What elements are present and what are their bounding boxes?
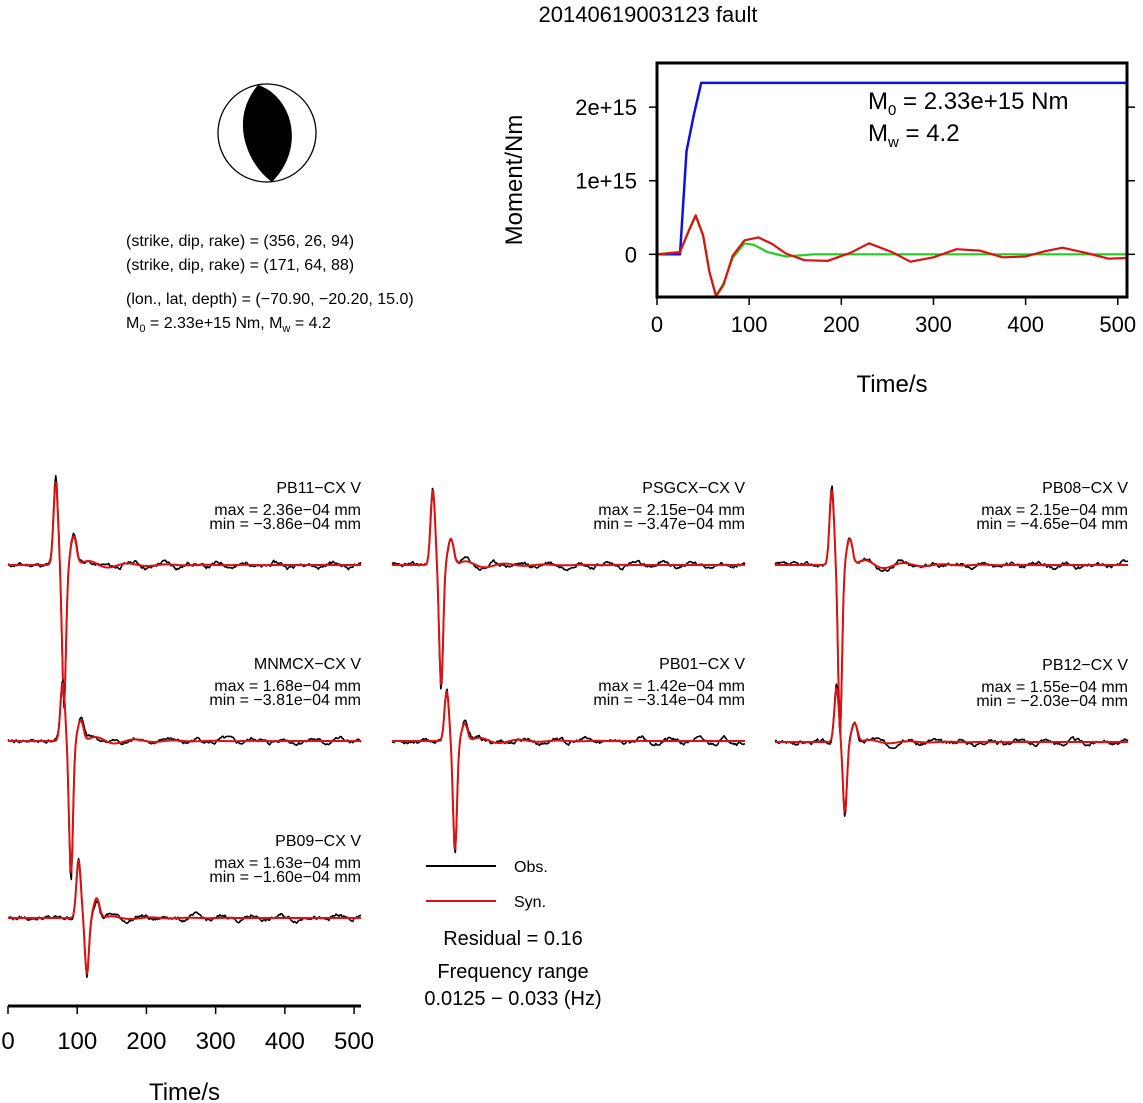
residual-text: Residual = 0.16 [443,928,583,950]
max-amplitude-label: max = 1.42e−04 mm [598,678,745,695]
moment-chart: 0 100 200 300 400 500 0 1e+15 2e+15 Moment/Nm Ti… [501,61,1136,398]
legend-syn-label: Syn. [514,894,546,911]
waveform-xlabel: Time/s [149,1079,220,1103]
waveform-xtick-label: 300 [196,1028,236,1055]
moment-xlabel: Time/s [856,371,927,398]
waveform-xtick-label: 100 [57,1028,97,1055]
min-amplitude-label: min = −4.65e−04 mm [976,516,1128,533]
focal-plane-1: (strike, dip, rake) = (356, 26, 94) [126,233,354,250]
moment-xtick-label: 200 [823,312,860,337]
synthetic-trace [392,690,745,851]
cumulative-moment-line [657,81,1127,256]
min-amplitude-label: min = −3.81e−04 mm [209,692,361,709]
moment-rate-red-line [656,214,1128,298]
synthetic-trace [775,687,1128,813]
moment-ytick-label: 1e+15 [575,169,637,194]
moment-m0-annotation: M0 = 2.33e+15 Nm [868,88,1068,119]
max-amplitude-label: max = 2.15e−04 mm [598,502,745,519]
moment-ylabel: Moment/Nm [501,115,528,246]
moment-ytick-label: 0 [625,242,637,267]
max-amplitude-label: max = 1.55e−04 mm [981,679,1128,696]
beachball-compressional-quadrant [242,85,292,182]
station-label: PB12−CX V [1042,657,1128,674]
synthetic-trace [8,682,361,874]
station-label: PB11−CX V [276,480,361,497]
frequency-range-label: Frequency range [437,961,588,983]
beachball [217,83,317,183]
min-amplitude-label: min = −1.60e−04 mm [209,869,361,886]
waveform-xtick-label: 200 [126,1028,166,1055]
synthetic-trace [8,481,361,701]
synthetic-trace [775,489,1128,726]
min-amplitude-label: min = −3.86e−04 mm [209,516,361,533]
synthetic-trace [392,489,745,686]
moment-rate-green-line [656,215,1127,297]
moment-xtick-label: 400 [1007,312,1044,337]
station-label: PB08−CX V [1042,480,1128,497]
waveform-xtick-label: 400 [265,1028,305,1055]
station-label: PB09−CX V [275,833,361,850]
legend: Obs. Syn. Residual = 0.16 Frequency rang… [424,859,601,1010]
max-amplitude-label: max = 2.15e−04 mm [981,502,1128,519]
moment-mw-annotation: Mw = 4.2 [868,120,960,151]
legend-obs-label: Obs. [514,859,548,876]
figure-title: 20140619003123 fault [539,2,758,27]
max-amplitude-label: max = 1.68e−04 mm [214,678,361,695]
moment-xtick-label: 100 [731,312,768,337]
station-label: PB01−CX V [659,656,745,673]
max-amplitude-label: max = 1.63e−04 mm [214,855,361,872]
moment-ytick-label: 2e+15 [575,95,637,120]
focal-magnitude: M0 = 2.33e+15 Nm, Mw = 4.2 [126,315,331,335]
focal-plane-2: (strike, dip, rake) = (171, 64, 88) [126,257,354,274]
focal-info: (strike, dip, rake) = (356, 26, 94) (str… [126,233,414,335]
max-amplitude-label: max = 2.36e−04 mm [214,502,361,519]
min-amplitude-label: min = −2.03e−04 mm [976,693,1128,710]
waveform-xtick-label: 500 [334,1028,374,1055]
moment-xtick-label: 500 [1099,312,1136,337]
moment-xtick-label: 0 [651,312,663,337]
waveform-xtick-label: 0 [1,1028,14,1055]
min-amplitude-label: min = −3.14e−04 mm [593,692,745,709]
synthetic-trace [8,860,361,975]
min-amplitude-label: min = −3.47e−04 mm [593,516,745,533]
frequency-range-value: 0.0125 − 0.033 (Hz) [424,988,601,1010]
moment-xtick-label: 300 [915,312,952,337]
focal-location: (lon., lat, depth) = (−70.90, −20.20, 15… [126,291,414,308]
station-label: MNMCX−CX V [254,656,361,673]
station-label: PSGCX−CX V [642,480,745,497]
